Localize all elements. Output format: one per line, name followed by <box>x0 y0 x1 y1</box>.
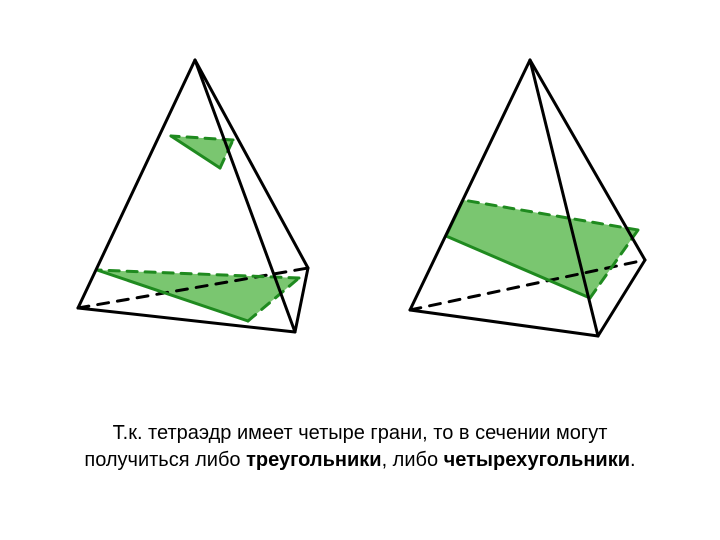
visible-edge <box>410 60 530 310</box>
caption-bold1: треугольники <box>246 449 381 471</box>
visible-edge <box>78 308 295 332</box>
tetrahedron-right <box>380 40 670 360</box>
visible-edge <box>410 310 598 336</box>
tetrahedron-left <box>50 40 340 360</box>
caption-text: Т.к. тетраэдр имеет четыре грани, то в с… <box>60 420 660 474</box>
diagram-stage: Т.к. тетраэдр имеет четыре грани, то в с… <box>0 0 720 540</box>
figure-row <box>0 40 720 400</box>
caption-bold2: четырехугольники <box>444 449 630 471</box>
caption-post: . <box>630 449 636 471</box>
caption-mid: , либо <box>382 449 444 471</box>
visible-edge <box>530 60 598 336</box>
